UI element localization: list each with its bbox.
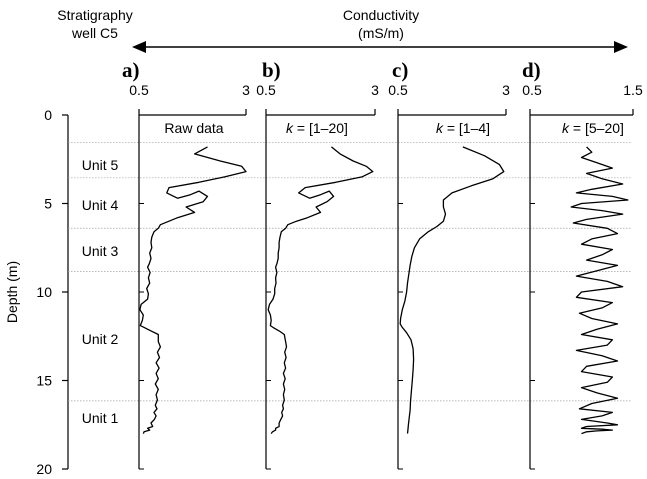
depth-axis-label: Depth (m) bbox=[4, 261, 20, 323]
panel-a-tick-min: 0.5 bbox=[129, 82, 149, 98]
panel-d-letter: d) bbox=[522, 58, 541, 82]
unit-1-label: Unit 1 bbox=[82, 410, 119, 426]
panel-c-tick-max: 3 bbox=[502, 82, 510, 98]
panel-a-tick-max: 3 bbox=[242, 82, 250, 98]
conductivity-title-line1: Conductivity bbox=[343, 7, 419, 23]
panel-c-plot bbox=[397, 109, 507, 470]
panel-b-plot bbox=[265, 109, 376, 470]
panel-c-title: k = [1–4] bbox=[436, 120, 490, 136]
depth-tick-label: 0 bbox=[44, 107, 52, 123]
panel-a: a) 0.5 3 Raw data bbox=[122, 58, 250, 470]
unit-4-label: Unit 4 bbox=[82, 197, 119, 213]
panel-b-title: k = [1–20] bbox=[286, 120, 348, 136]
depth-tick-label: 5 bbox=[44, 196, 52, 212]
panel-b-letter: b) bbox=[262, 58, 281, 82]
conductivity-profile-line bbox=[139, 146, 247, 434]
panel-a-plot bbox=[138, 109, 247, 470]
unit-5-label: Unit 5 bbox=[82, 157, 119, 173]
unit-boundaries bbox=[68, 142, 632, 402]
conductivity-profile-line bbox=[399, 146, 505, 434]
depth-axis: 0 5 10 15 20 bbox=[36, 107, 69, 477]
panel-d-tick-min: 0.5 bbox=[522, 82, 542, 98]
depth-tick-label: 15 bbox=[36, 373, 52, 389]
conductivity-profile-line bbox=[570, 146, 629, 435]
panel-c-tick-min: 0.5 bbox=[388, 82, 408, 98]
unit-2-label: Unit 2 bbox=[82, 331, 119, 347]
panel-a-letter: a) bbox=[122, 58, 140, 82]
panel-d: d) 0.5 1.5 k = [5–20] bbox=[522, 58, 643, 470]
panel-b-tick-min: 0.5 bbox=[256, 82, 276, 98]
conductivity-title-line2: (mS/m) bbox=[358, 25, 404, 41]
conductivity-profile-line bbox=[267, 146, 374, 434]
panel-b-tick-max: 3 bbox=[371, 82, 379, 98]
panel-a-title: Raw data bbox=[164, 120, 223, 136]
panel-b: b) 0.5 3 k = [1–20] bbox=[256, 58, 379, 470]
depth-tick-label: 10 bbox=[36, 284, 52, 300]
depth-tick-label: 20 bbox=[36, 461, 52, 477]
panel-d-tick-max: 1.5 bbox=[623, 82, 643, 98]
panel-d-title: k = [5–20] bbox=[562, 120, 624, 136]
panel-c-letter: c) bbox=[392, 58, 408, 82]
unit-labels: Unit 5 Unit 4 Unit 3 Unit 2 Unit 1 bbox=[82, 157, 119, 426]
panel-c: c) 0.5 3 k = [1–4] bbox=[388, 58, 510, 470]
unit-3-label: Unit 3 bbox=[82, 243, 119, 259]
conductivity-double-arrow bbox=[132, 41, 628, 53]
panel-d-plot bbox=[529, 109, 634, 470]
stratigraphy-title-line2: well C5 bbox=[71, 25, 118, 41]
stratigraphy-title-line1: Stratigraphy bbox=[57, 7, 132, 23]
